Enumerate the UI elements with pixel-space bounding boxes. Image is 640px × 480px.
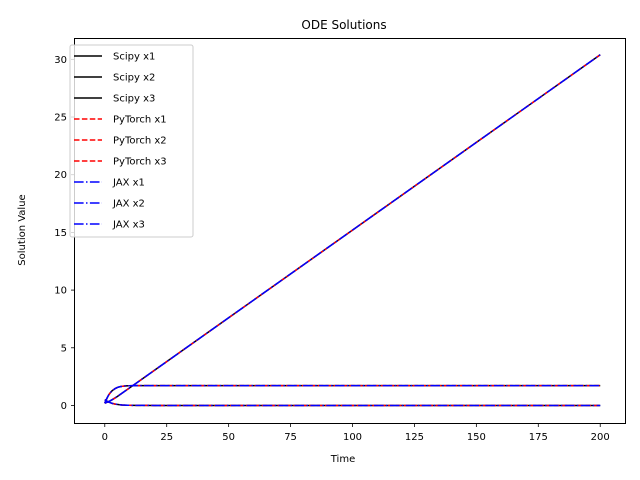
series-line-jax-x2 <box>104 384 601 404</box>
y-axis-label: Solution Value <box>17 194 28 265</box>
chart-title: ODE Solutions <box>301 18 386 32</box>
y-tick-label: 15 <box>54 228 67 239</box>
y-tick-label: 25 <box>54 113 67 124</box>
legend-entry-label: PyTorch x3 <box>113 157 167 168</box>
x-tick-label: 75 <box>284 432 297 443</box>
x-axis-label: Time <box>330 454 355 465</box>
x-tick-label: 25 <box>160 432 173 443</box>
x-tick-label: 100 <box>343 432 362 443</box>
y-tick-label: 30 <box>54 55 67 66</box>
y-tick-label: 5 <box>61 343 67 354</box>
x-tick-label: 150 <box>467 432 486 443</box>
legend-entry-label: PyTorch x1 <box>113 115 167 126</box>
x-tick-label: 0 <box>102 432 108 443</box>
series-line-jax-x3 <box>104 54 601 404</box>
legend-entry-label: Scipy x1 <box>113 52 155 63</box>
legend-entry-label: Scipy x3 <box>113 94 155 105</box>
legend-box <box>69 44 194 238</box>
x-tick-label: 125 <box>405 432 424 443</box>
legend-entry-label: JAX x3 <box>112 220 145 231</box>
legend: Scipy x1 Scipy x2 Scipy x3 PyTorch x1 PyTorc… <box>69 44 194 238</box>
legend-entry-label: JAX x2 <box>112 199 145 210</box>
legend-entry-label: Scipy x2 <box>113 73 155 84</box>
y-tick-label: 20 <box>54 170 67 181</box>
plot-lines <box>104 54 601 407</box>
x-tick-label: 200 <box>591 432 610 443</box>
x-tick-label: 175 <box>529 432 548 443</box>
legend-entry-label: JAX x1 <box>112 178 145 189</box>
x-axis-ticks: 0 25 50 75 100 125 150 175 200 <box>102 423 610 443</box>
y-tick-label: 10 <box>54 286 67 297</box>
legend-entry-label: PyTorch x2 <box>113 136 167 147</box>
x-tick-label: 50 <box>222 432 235 443</box>
y-tick-label: 0 <box>61 401 67 412</box>
